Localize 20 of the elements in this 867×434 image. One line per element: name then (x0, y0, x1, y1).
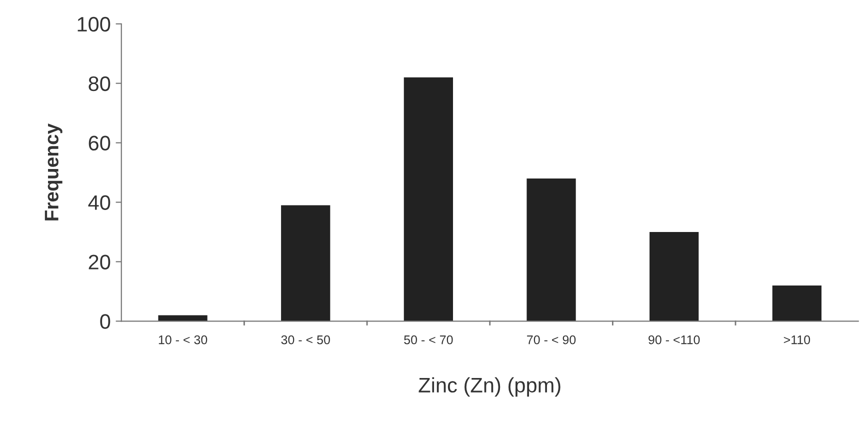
bar (404, 77, 454, 322)
bar (650, 232, 699, 322)
x-tick-label: 50 - < 70 (404, 335, 453, 344)
bar (158, 315, 208, 322)
y-tick-label: 80 (88, 76, 110, 92)
x-tick-label: 90 - <110 (648, 335, 700, 344)
y-tick-label: 40 (88, 195, 110, 210)
y-tick-label: 0 (100, 314, 110, 329)
y-tick-label: 20 (88, 254, 110, 270)
x-axis-title: Zinc (Zn) (ppm) (418, 377, 560, 397)
bar (281, 205, 330, 322)
x-tick-label: >110 (784, 335, 810, 344)
y-axis-title: Frequency (44, 123, 62, 220)
y-tick-label: 60 (88, 136, 110, 151)
x-tick-label: 70 - < 90 (527, 335, 576, 344)
bar (772, 285, 822, 322)
x-tick-label: 30 - < 50 (281, 335, 330, 344)
y-tick-label: 100 (78, 16, 110, 32)
x-tick-label: 10 - < 30 (158, 335, 208, 344)
bar (526, 178, 576, 322)
